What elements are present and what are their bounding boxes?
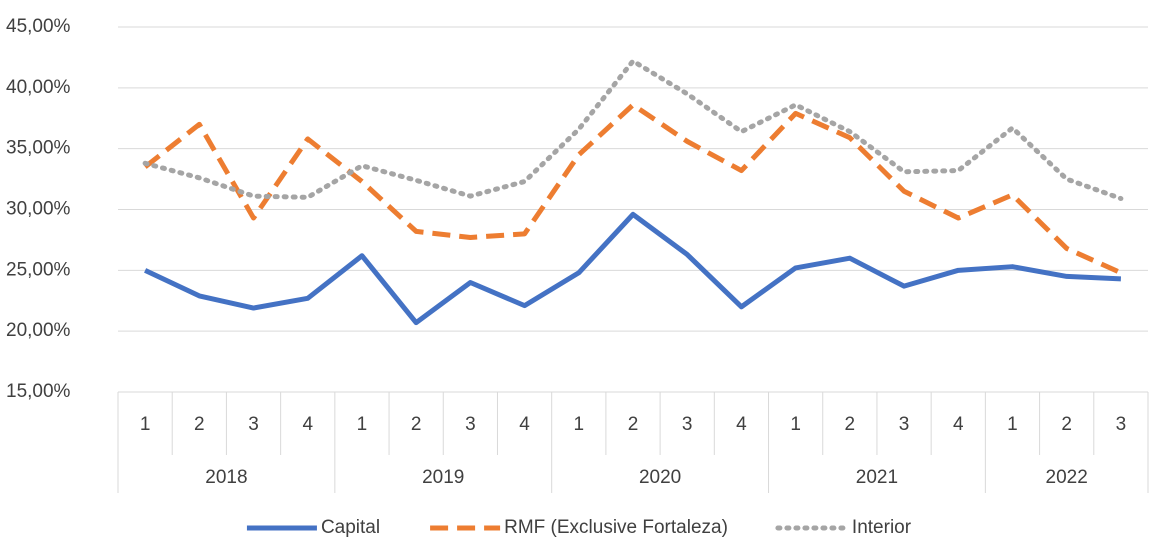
y-tick-label: 30,00% (6, 199, 71, 220)
x-tick-label: 3 (899, 414, 910, 435)
x-group-label: 2020 (639, 467, 681, 488)
x-tick-label: 1 (357, 414, 368, 435)
x-group-label: 2022 (1046, 467, 1088, 488)
x-tick-label: 3 (1116, 414, 1127, 435)
x-tick-label: 2 (411, 414, 422, 435)
x-tick-label: 3 (465, 414, 476, 435)
y-tick-label: 20,00% (6, 320, 71, 341)
y-tick-label: 25,00% (6, 259, 71, 280)
x-tick-label: 3 (682, 414, 693, 435)
x-group-label: 2021 (856, 467, 898, 488)
series-line (142, 58, 1124, 202)
legend-label: Capital (321, 517, 380, 538)
y-tick-label: 45,00% (6, 16, 71, 37)
x-tick-label: 4 (953, 414, 964, 435)
x-tick-label: 2 (1061, 414, 1072, 435)
x-tick-label: 2 (845, 414, 856, 435)
x-tick-label: 4 (736, 414, 747, 435)
x-tick-label: 1 (574, 414, 585, 435)
x-group-label: 2019 (422, 467, 464, 488)
x-tick-label: 4 (519, 414, 530, 435)
x-tick-label: 4 (302, 414, 313, 435)
series-line (144, 211, 1122, 326)
y-tick-label: 40,00% (6, 77, 71, 98)
x-tick-label: 3 (248, 414, 259, 435)
x-tick-label: 1 (1007, 414, 1018, 435)
x-tick-label: 1 (790, 414, 801, 435)
series-line (143, 102, 1122, 276)
x-tick-label: 2 (628, 414, 639, 435)
y-tick-label: 35,00% (6, 138, 71, 159)
y-tick-label: 15,00% (6, 381, 71, 402)
x-tick-label: 2 (194, 414, 205, 435)
x-tick-label: 1 (140, 414, 151, 435)
legend-label: Interior (852, 517, 912, 538)
x-group-label: 2018 (205, 467, 247, 488)
legend-label: RMF (Exclusive Fortaleza) (504, 517, 728, 538)
